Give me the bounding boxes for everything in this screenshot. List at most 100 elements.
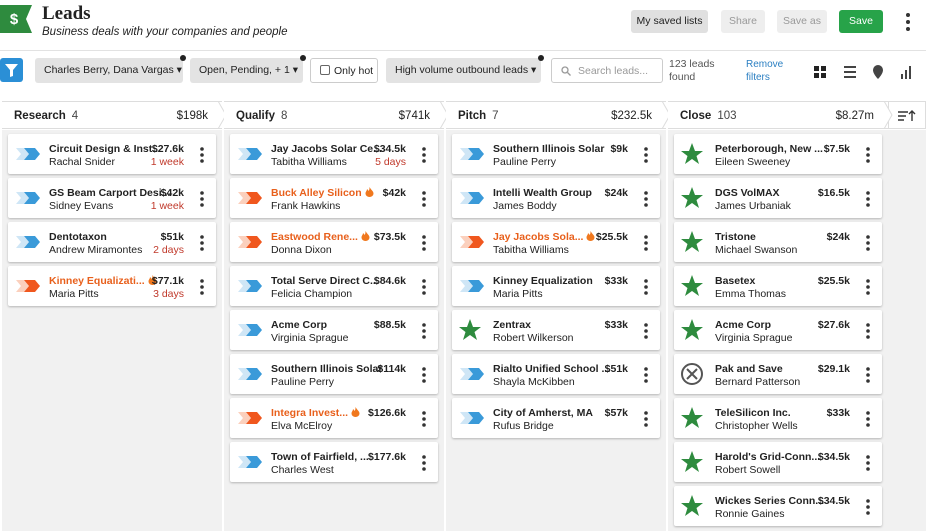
card-menu[interactable]	[643, 146, 649, 164]
card-menu-wrap[interactable]	[643, 322, 649, 343]
card-menu-wrap[interactable]	[865, 454, 871, 475]
more-menu[interactable]	[904, 12, 912, 32]
lead-name[interactable]: Southern Illinois Solar	[493, 143, 605, 155]
card-menu-wrap[interactable]	[643, 366, 649, 387]
lead-name[interactable]: Basetex	[715, 275, 756, 287]
lead-card[interactable]: Jay Jacobs Solar Ce... $34.5k Tabitha Will…	[230, 134, 438, 174]
saved-lists-button[interactable]: My saved lists	[631, 10, 708, 33]
lead-name[interactable]: City of Amherst, MA	[493, 407, 593, 419]
card-menu-wrap[interactable]	[865, 146, 871, 167]
lead-card[interactable]: Eastwood Rene... $73.5k Donna Dixon	[230, 222, 438, 262]
lead-name[interactable]: Total Serve Direct C...	[271, 275, 379, 287]
lead-name[interactable]: Circuit Design & Inst...	[49, 143, 162, 155]
checkbox[interactable]	[320, 65, 330, 75]
card-menu[interactable]	[643, 234, 649, 252]
card-menu[interactable]	[865, 146, 871, 164]
card-menu-wrap[interactable]	[643, 278, 649, 299]
lead-name[interactable]: Pak and Save	[715, 363, 783, 375]
card-menu-wrap[interactable]	[199, 190, 205, 211]
card-menu[interactable]	[865, 278, 871, 296]
share-button[interactable]: Share	[721, 10, 765, 33]
card-menu[interactable]	[421, 454, 427, 472]
card-menu-wrap[interactable]	[865, 190, 871, 211]
card-menu-wrap[interactable]	[865, 498, 871, 519]
lead-card[interactable]: Kinney Equalizati... $77.1k Maria Pitts 3 d…	[8, 266, 216, 306]
lead-name[interactable]: Kinney Equalization	[493, 275, 593, 287]
lead-name[interactable]: Jay Jacobs Solar Ce...	[271, 143, 382, 155]
lead-card[interactable]: Kinney Equalization $33k Maria Pitts	[452, 266, 660, 306]
card-menu[interactable]	[199, 190, 205, 208]
lead-card[interactable]: Basetex $25.5k Emma Thomas	[674, 266, 882, 306]
lead-card[interactable]: TeleSilicon Inc. $33k Christopher Wells	[674, 398, 882, 438]
lead-card[interactable]: Town of Fairfield, ... $177.6k Charles Wes…	[230, 442, 438, 482]
lead-card[interactable]: Circuit Design & Inst... $27.6k Rachal Sni…	[8, 134, 216, 174]
card-menu-wrap[interactable]	[421, 410, 427, 431]
lead-name[interactable]: TeleSilicon Inc.	[715, 407, 791, 419]
lead-card[interactable]: Buck Alley Silicon $42k Frank Hawkins	[230, 178, 438, 218]
card-menu[interactable]	[865, 410, 871, 428]
card-menu-wrap[interactable]	[865, 278, 871, 299]
card-menu[interactable]	[643, 366, 649, 384]
lead-name[interactable]: Rialto Unified School ...	[493, 363, 611, 375]
card-menu-wrap[interactable]	[643, 146, 649, 167]
board-view[interactable]	[814, 66, 826, 78]
sort-button[interactable]	[888, 101, 926, 129]
card-menu-wrap[interactable]	[643, 190, 649, 211]
card-menu-wrap[interactable]	[421, 190, 427, 211]
lead-name[interactable]: Tristone	[715, 231, 756, 243]
lead-card[interactable]: Harold's Grid-Conn... $34.5k Robert Sowell	[674, 442, 882, 482]
lead-card[interactable]: Dentotaxon $51k Andrew Miramontes 2 days	[8, 222, 216, 262]
chart-view[interactable]	[901, 66, 911, 79]
lead-card[interactable]: Zentrax $33k Robert Wilkerson	[452, 310, 660, 350]
lead-name[interactable]: Dentotaxon	[49, 231, 107, 243]
lead-card[interactable]: DGS VolMAX $16.5k James Urbaniak	[674, 178, 882, 218]
lead-card[interactable]: Rialto Unified School ... $51k Shayla McKi…	[452, 354, 660, 394]
lead-name[interactable]: DGS VolMAX	[715, 187, 780, 199]
save-as-button[interactable]: Save as	[777, 10, 827, 33]
lead-card[interactable]: Southern Illinois Solar $9k Pauline Perry	[452, 134, 660, 174]
remove-filters-link[interactable]: Remove filters	[746, 59, 784, 83]
map-view[interactable]	[873, 65, 883, 79]
card-menu[interactable]	[865, 234, 871, 252]
lead-card[interactable]: Peterborough, New ... $7.5k Eileen Sweeney	[674, 134, 882, 174]
card-menu[interactable]	[421, 190, 427, 208]
card-menu[interactable]	[421, 234, 427, 252]
lead-card[interactable]: Wickes Series Conn... $34.5k Ronnie Gaines	[674, 486, 882, 526]
card-menu-wrap[interactable]	[421, 454, 427, 475]
list-filter[interactable]: High volume outbound leads ▾	[386, 55, 544, 83]
card-menu-wrap[interactable]	[199, 146, 205, 167]
card-menu[interactable]	[421, 146, 427, 164]
lead-name[interactable]: Wickes Series Conn...	[715, 495, 825, 507]
card-menu[interactable]	[643, 322, 649, 340]
card-menu[interactable]	[643, 190, 649, 208]
card-menu[interactable]	[199, 146, 205, 164]
card-menu-wrap[interactable]	[421, 146, 427, 167]
lead-name[interactable]: Eastwood Rene...	[271, 231, 358, 243]
lead-card[interactable]: Pak and Save $29.1k Bernard Patterson	[674, 354, 882, 394]
card-menu[interactable]	[421, 322, 427, 340]
card-menu-wrap[interactable]	[421, 366, 427, 387]
lead-name[interactable]: Southern Illinois Solar	[271, 363, 383, 375]
lead-card[interactable]: Total Serve Direct C... $84.6k Felicia Cha…	[230, 266, 438, 306]
card-menu-wrap[interactable]	[865, 410, 871, 431]
lead-name[interactable]: Acme Corp	[715, 319, 772, 331]
filter-toggle[interactable]	[0, 58, 23, 82]
lead-name[interactable]: Harold's Grid-Conn...	[715, 451, 821, 463]
search-box[interactable]: Search leads...	[551, 58, 663, 83]
lead-card[interactable]: Intelli Wealth Group $24k James Boddy	[452, 178, 660, 218]
lead-name[interactable]: Peterborough, New ...	[715, 143, 823, 155]
card-menu[interactable]	[865, 366, 871, 384]
lead-name[interactable]: Zentrax	[493, 319, 531, 331]
lead-name[interactable]: GS Beam Carport Desi...	[49, 187, 171, 199]
card-menu[interactable]	[865, 498, 871, 516]
lead-card[interactable]: Acme Corp $88.5k Virginia Sprague	[230, 310, 438, 350]
lead-name[interactable]: Buck Alley Silicon	[271, 187, 362, 199]
owner-filter[interactable]: Charles Berry, Dana Vargas ▾	[35, 55, 186, 83]
lead-name[interactable]: Jay Jacobs Sola...	[493, 231, 584, 243]
card-menu-wrap[interactable]	[865, 366, 871, 387]
lead-card[interactable]: Acme Corp $27.6k Virginia Sprague	[674, 310, 882, 350]
card-menu[interactable]	[199, 278, 205, 296]
card-menu[interactable]	[421, 410, 427, 428]
card-menu-wrap[interactable]	[643, 410, 649, 431]
lead-card[interactable]: Jay Jacobs Sola... $25.5k Tabitha Williams	[452, 222, 660, 262]
